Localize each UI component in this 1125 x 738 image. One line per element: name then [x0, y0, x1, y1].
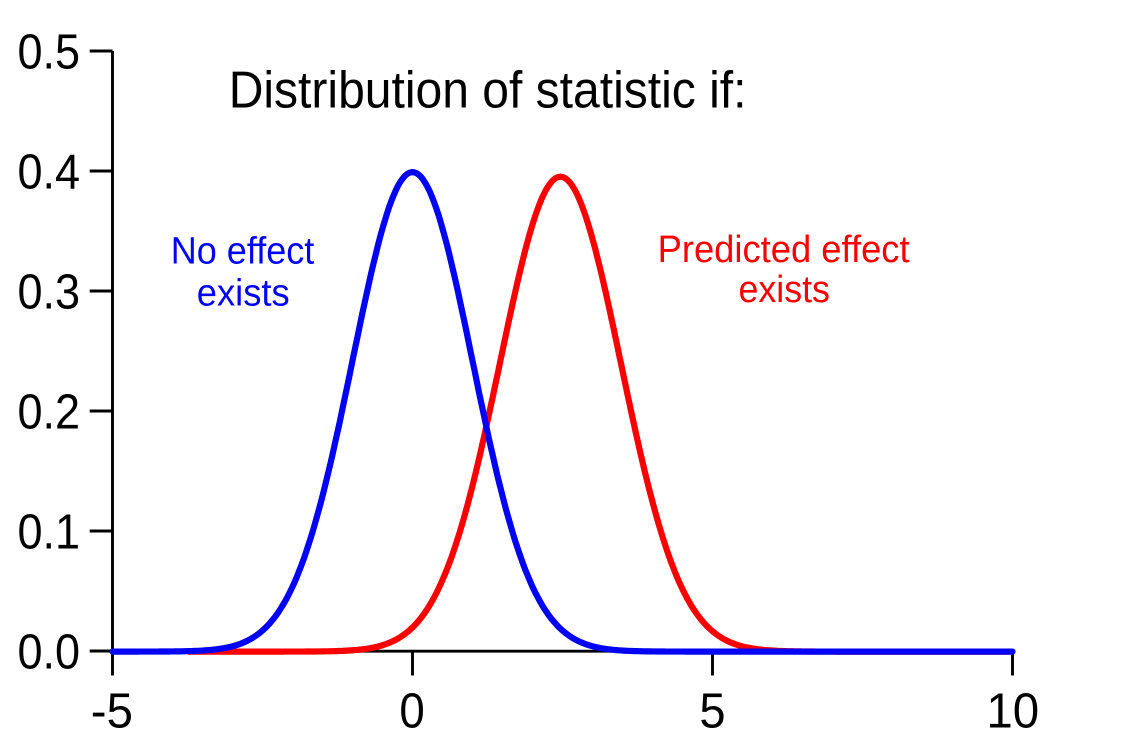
svg-text:0.0: 0.0 [17, 624, 80, 679]
svg-text:0: 0 [399, 683, 424, 738]
svg-text:Predicted effect: Predicted effect [658, 229, 910, 271]
svg-text:No effect: No effect [171, 231, 315, 273]
svg-text:Distribution of statistic if:: Distribution of statistic if: [229, 62, 747, 120]
svg-text:exists: exists [197, 272, 290, 314]
svg-text:0.3: 0.3 [17, 264, 80, 319]
svg-text:0.5: 0.5 [17, 24, 80, 79]
svg-text:-5: -5 [91, 683, 133, 738]
svg-text:5: 5 [699, 683, 725, 738]
svg-text:exists: exists [738, 269, 830, 311]
svg-text:10: 10 [986, 683, 1039, 738]
svg-text:0.4: 0.4 [17, 144, 80, 199]
svg-text:0.1: 0.1 [17, 504, 80, 559]
svg-text:0.2: 0.2 [17, 384, 80, 439]
